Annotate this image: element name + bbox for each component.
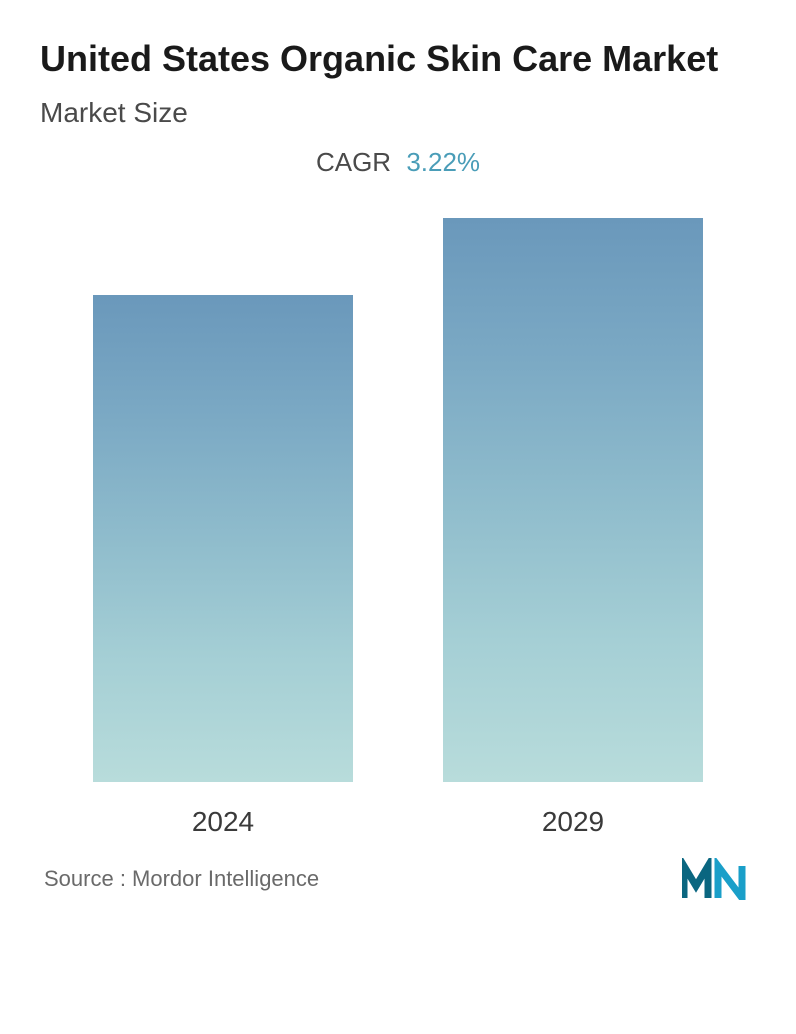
bar-group-0: 2024 [93,218,353,838]
footer: Source : Mordor Intelligence [40,858,756,900]
bar-1 [443,218,703,782]
bar-group-1: 2029 [443,218,703,838]
chart-title: United States Organic Skin Care Market [40,36,756,81]
brand-logo-icon [682,858,752,900]
bar-label-1: 2029 [542,806,604,838]
cagr-value: 3.22% [406,147,480,177]
bar-0 [93,295,353,782]
bar-label-0: 2024 [192,806,254,838]
cagr-label: CAGR [316,147,391,177]
chart-subtitle: Market Size [40,97,756,129]
chart-area: 2024 2029 [40,218,756,838]
cagr-row: CAGR 3.22% [40,147,756,178]
source-text: Source : Mordor Intelligence [44,866,319,892]
